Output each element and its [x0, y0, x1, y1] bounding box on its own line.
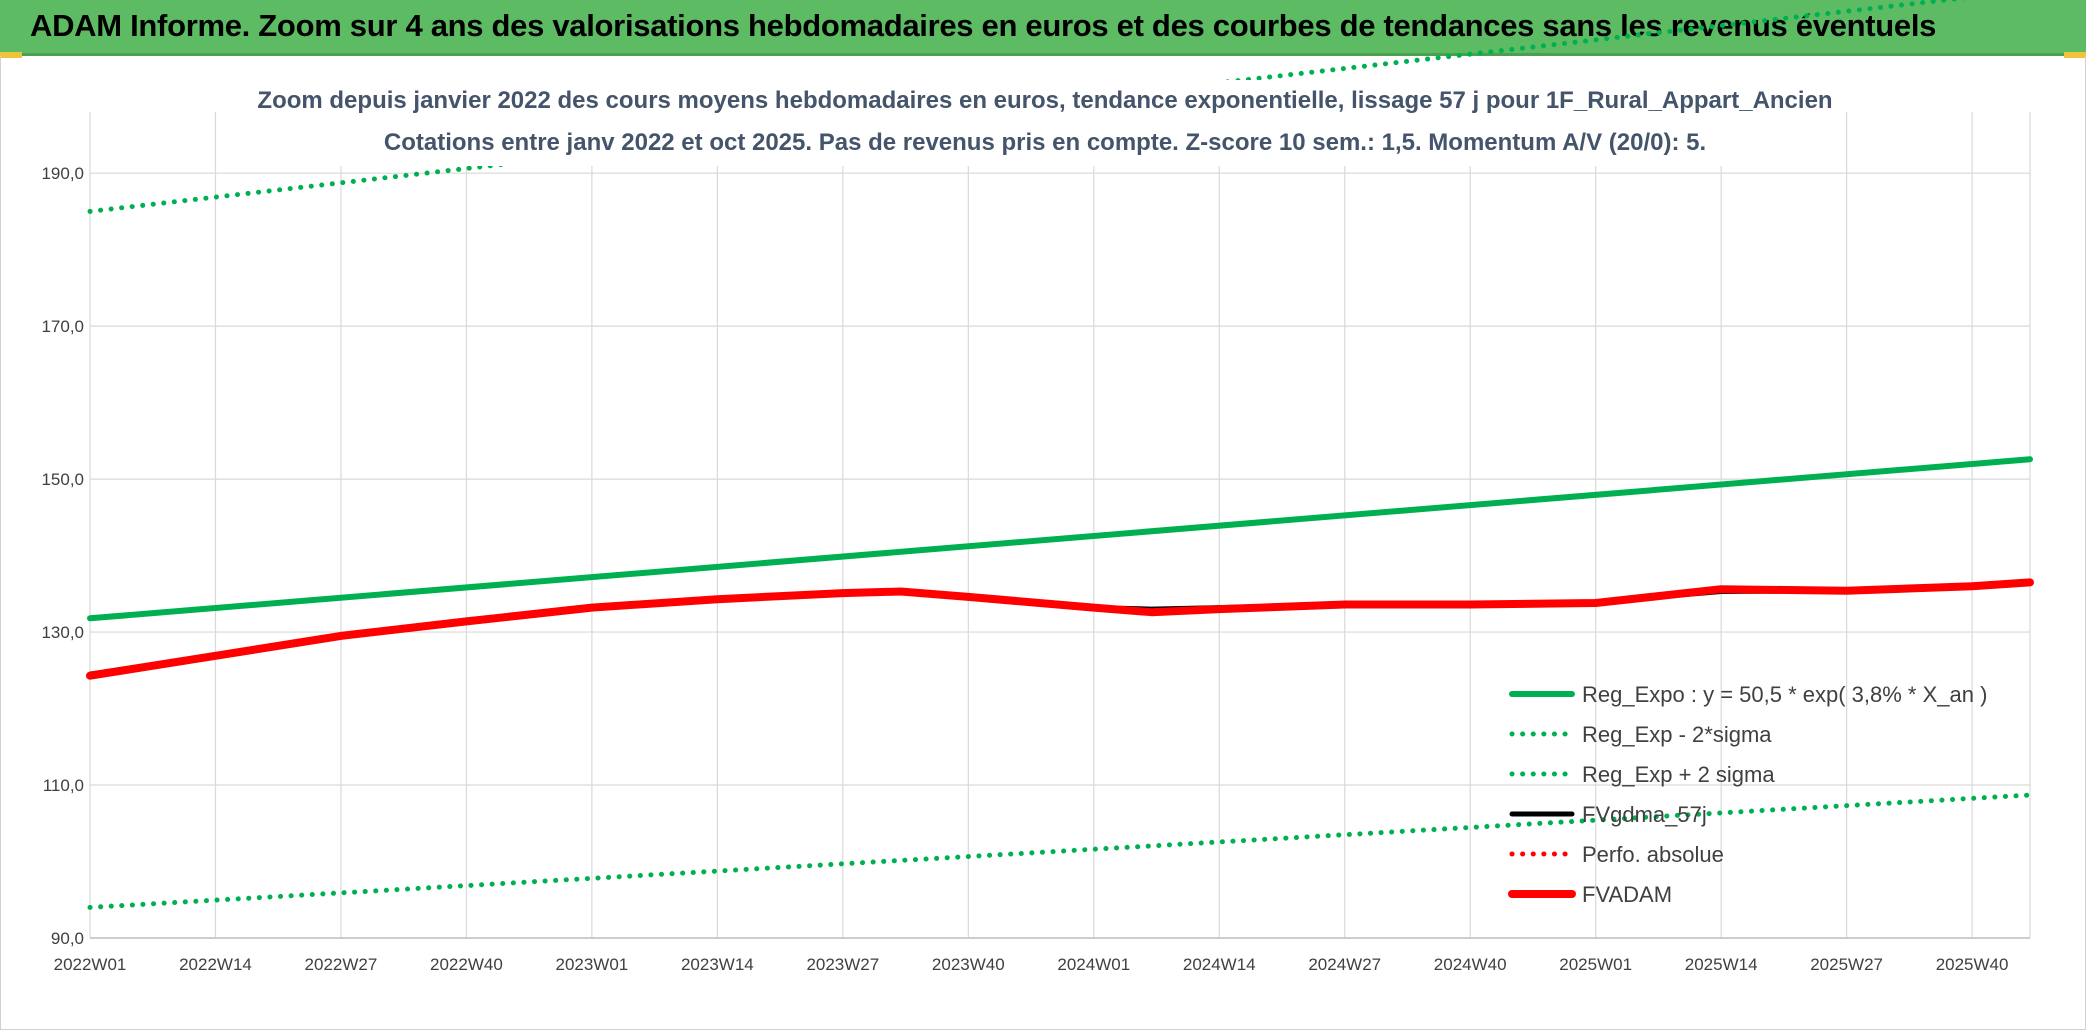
legend-label-3: FVgdma_57j [1582, 802, 1707, 827]
legend: Reg_Expo : y = 50,5 * exp( 3,8% * X_an )… [1508, 682, 1987, 907]
x-tick-label: 2023W40 [932, 955, 1005, 974]
gridlines [89, 112, 2031, 939]
y-tick-label: 190,0 [41, 164, 84, 183]
series-line-5 [86, 578, 2034, 680]
series-line-0 [87, 456, 2033, 622]
legend-label-4: Perfo. absolue [1582, 842, 1724, 867]
series-line-1 [87, 792, 2033, 910]
legend-label-2: Reg_Exp + 2 sigma [1582, 762, 1775, 787]
legend-label-5: FVADAM [1582, 882, 1672, 907]
x-tick-label: 2024W27 [1308, 955, 1381, 974]
banner-accent-left [0, 52, 22, 58]
x-tick-label: 2025W14 [1685, 955, 1758, 974]
x-tick-label: 2023W27 [806, 955, 879, 974]
x-tick-label: 2024W40 [1434, 955, 1507, 974]
x-tick-label: 2025W01 [1559, 955, 1632, 974]
y-tick-label: 170,0 [41, 317, 84, 336]
x-tick-label: 2022W01 [54, 955, 127, 974]
y-axis: 90,0 110,0 130,0 150,0 170,0 190,0 [41, 164, 84, 948]
chart-title: Zoom depuis janvier 2022 des cours moyen… [257, 87, 1832, 114]
x-tick-label: 2023W14 [681, 955, 754, 974]
x-tick-label: 2022W27 [305, 955, 378, 974]
x-tick-label: 2023W01 [555, 955, 628, 974]
x-tick-label: 2022W40 [430, 955, 503, 974]
x-tick-label: 2024W14 [1183, 955, 1256, 974]
x-tick-label: 2024W01 [1057, 955, 1130, 974]
y-tick-label: 110,0 [43, 776, 84, 795]
chart-subtitle: Cotations entre janv 2022 et oct 2025. P… [384, 129, 1706, 156]
y-tick-label: 130,0 [41, 623, 84, 642]
legend-label-0: Reg_Expo : y = 50,5 * exp( 3,8% * X_an ) [1582, 682, 1987, 707]
x-tick-label: 2025W40 [1936, 955, 2009, 974]
x-axis: 2022W01 2022W14 2022W27 2022W40 2023W01 2023W… [54, 937, 2030, 974]
title-background [270, 80, 1830, 166]
y-tick-label: 150,0 [41, 470, 84, 489]
y-tick-label: 90,0 [51, 929, 84, 948]
banner-accent-right [2064, 52, 2086, 58]
legend-label-1: Reg_Exp - 2*sigma [1582, 722, 1772, 747]
x-tick-label: 2022W14 [179, 955, 252, 974]
x-tick-label: 2025W27 [1810, 955, 1883, 974]
